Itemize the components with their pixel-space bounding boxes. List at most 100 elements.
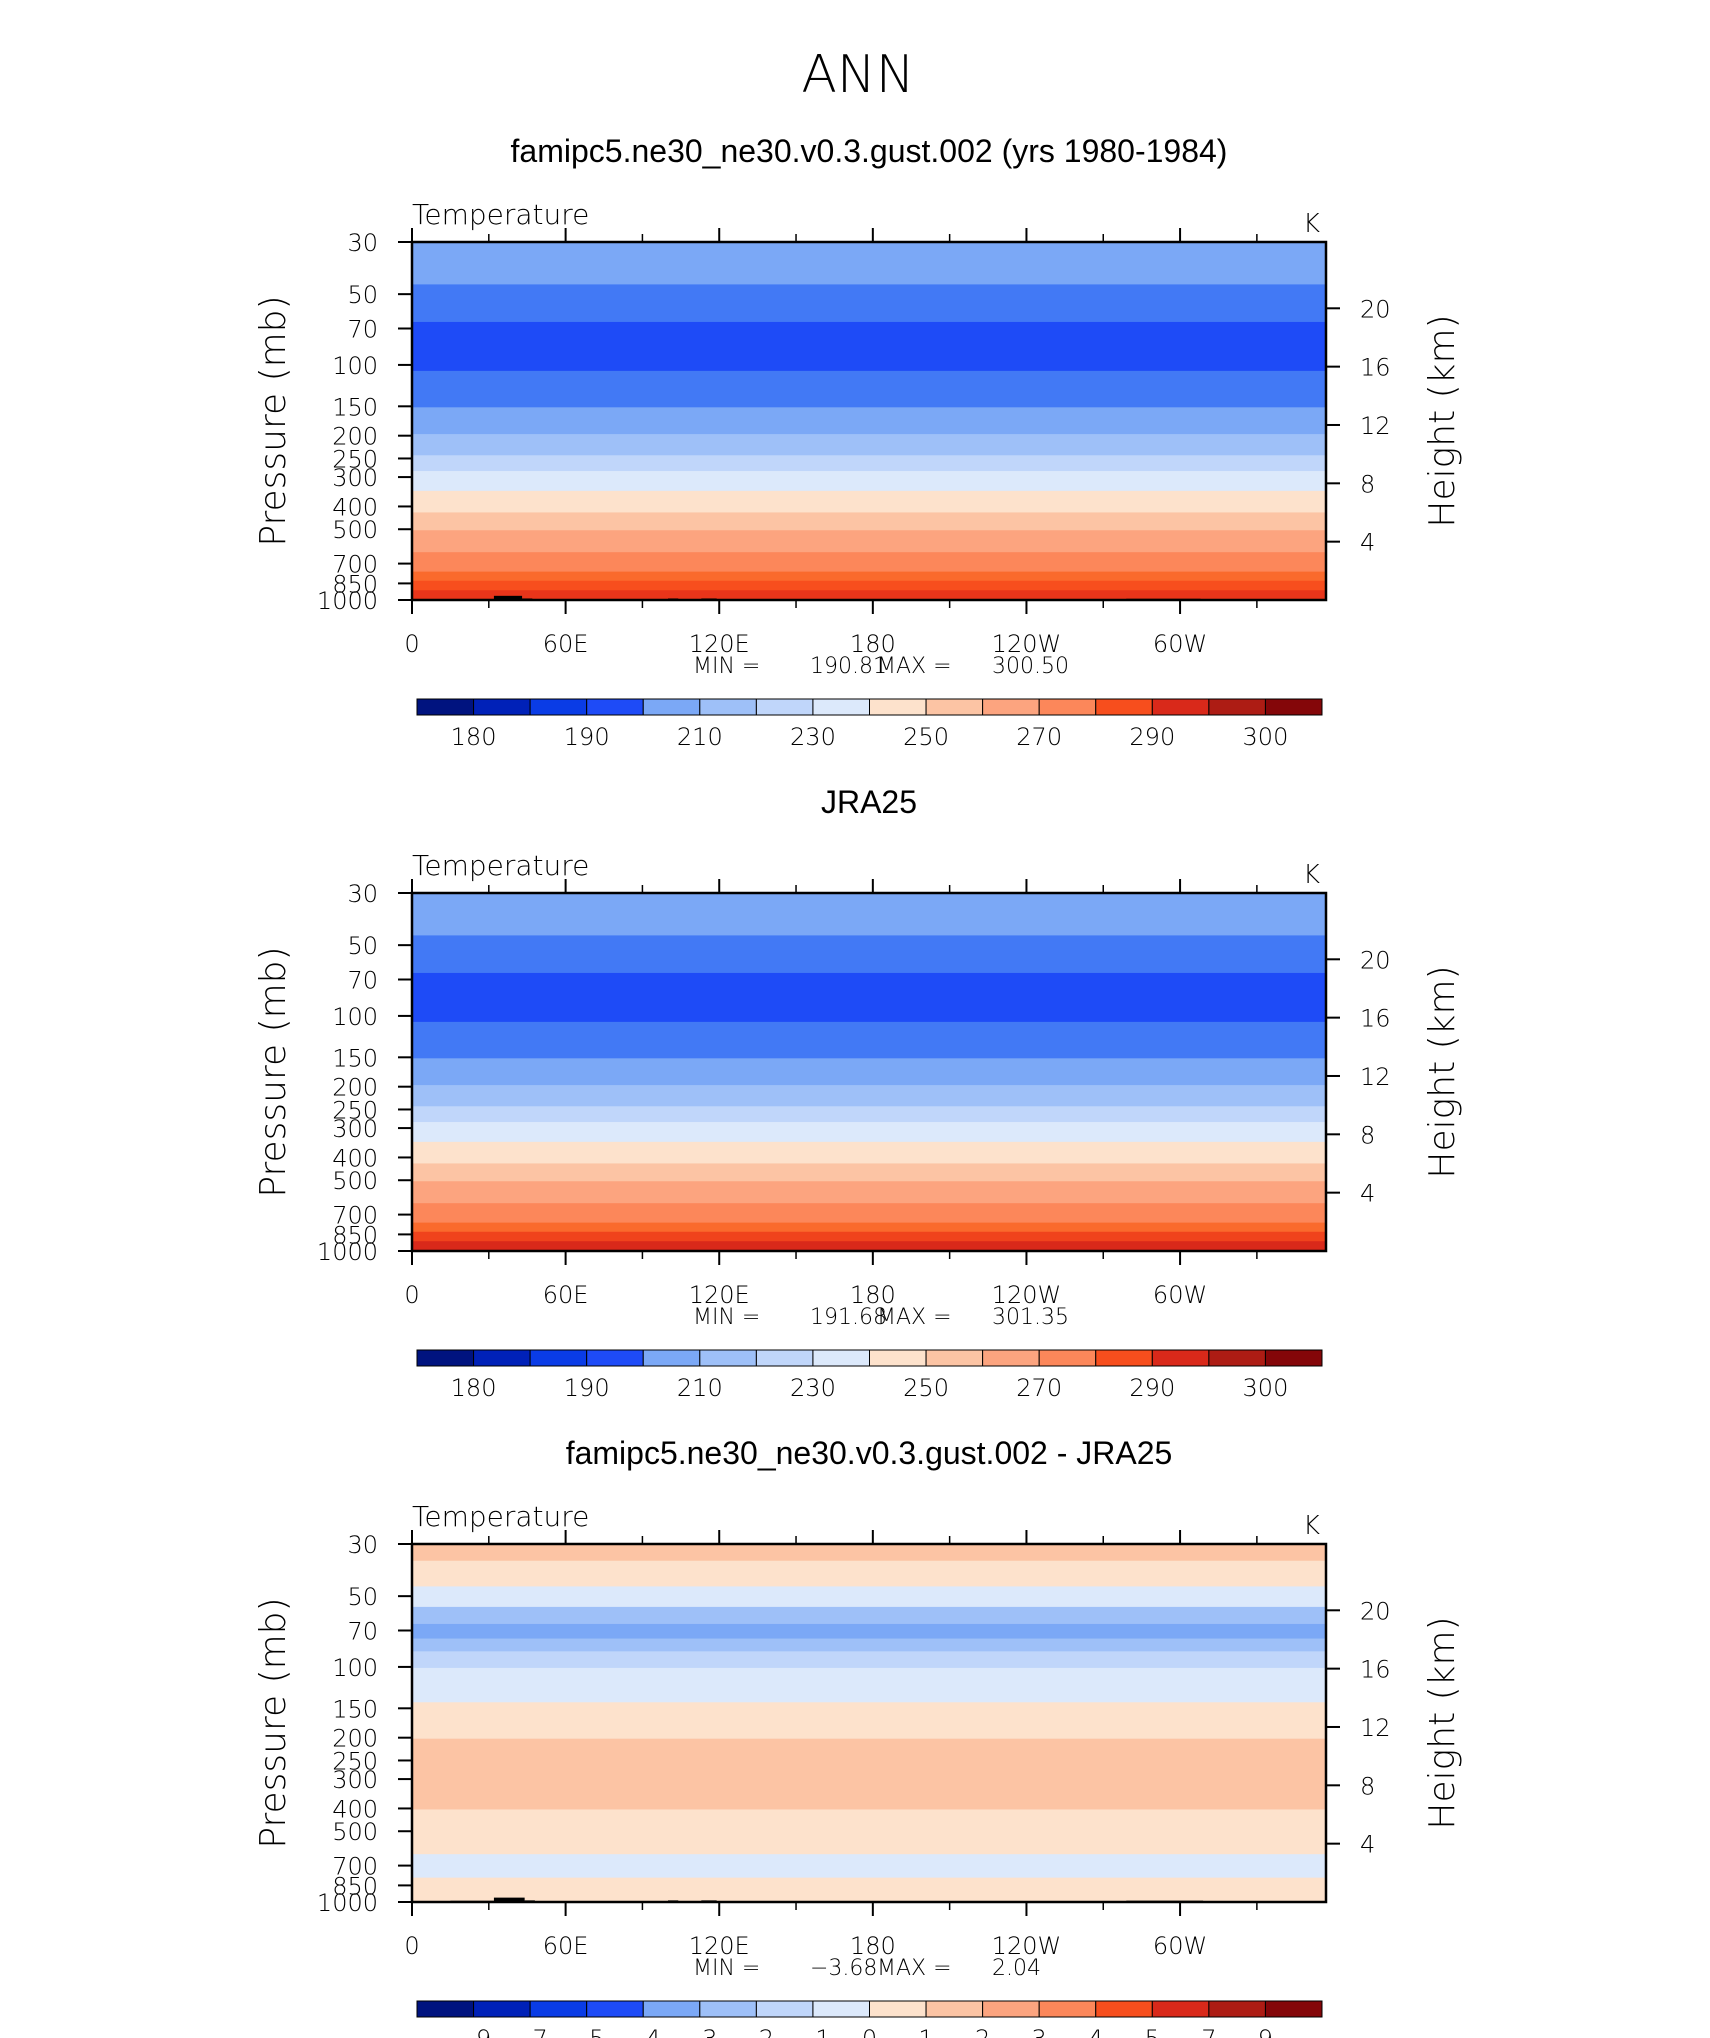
stats-min-value: 191.68 [810,1305,887,1330]
contour-field [412,893,1326,1251]
y-tick-label: 300 [332,1115,378,1143]
colorbar-tick-label: 4 [1088,2025,1103,2038]
contour-band [412,1621,1326,1639]
y2-tick-label: 4 [1360,1831,1375,1859]
contour-band [412,1807,1326,1833]
x-tick-label: 0 [404,1281,419,1309]
y2-tick-label: 12 [1360,1063,1391,1091]
colorbar-box [982,2000,1040,2018]
y-tick-label: 500 [332,1167,378,1195]
topography-block [493,595,523,600]
y-tick-label: 70 [347,967,378,995]
y-tick-label: 250 [332,1747,378,1775]
colorbar-tick-label: 230 [790,723,836,751]
colorbar-tick-label: 3 [1032,2025,1047,2038]
colorbar-box [1264,1349,1323,1367]
colorbar-tick-label: 5 [1145,2025,1160,2038]
y-tick-label: 700 [332,551,378,579]
y2-tick-label: 20 [1360,946,1391,974]
plot-frame [410,891,1328,1253]
stats-min-label: MIN = [693,654,760,679]
y-tick-label: 100 [332,352,378,380]
y-tick-label: 850 [332,570,378,598]
colorbar-box [925,2000,984,2018]
contour-band [412,1736,1326,1781]
plot-frame [410,240,1328,602]
colorbar-box [1095,698,1153,716]
y-tick-label: 100 [332,1003,378,1031]
colorbar-tick-label: 250 [903,723,949,751]
x-tick-label: 60W [1153,1932,1207,1960]
contour-band [412,1056,1326,1086]
contour-band [412,1636,1326,1652]
colorbar-box [869,698,927,716]
y-tick-label: 150 [332,1044,378,1072]
contour-band [412,1220,1326,1232]
contour-band [412,1778,1326,1810]
colorbar-box [755,1349,814,1367]
x-tick-label: 180 [850,1932,896,1960]
colorbar-tick-label: −2 [739,2025,774,2038]
y-tick-label: 50 [347,1583,378,1611]
colorbar-tick-label: 300 [1243,1374,1289,1402]
colorbar-tick-label: 230 [790,1374,836,1402]
contour-band [412,1201,1326,1223]
panels: famipc5.ne30_ne30.v0.3.gust.002 (yrs 198… [253,133,1463,2038]
contour-band [412,578,1326,591]
colorbar-tick-label: −5 [569,2025,604,2038]
contour-band [412,488,1326,513]
x-tick-label: 120E [689,630,750,658]
y2-tick-label: 20 [1360,295,1391,323]
colorbar-tick-label: 290 [1129,723,1175,751]
figure-title: ANN [801,45,914,105]
y2-tick-label: 16 [1360,354,1391,382]
y-tick-label: 300 [332,1766,378,1794]
y-tick-label: 250 [332,1096,378,1124]
y2-tick-label: 8 [1360,1121,1375,1149]
y-tick-label: 200 [332,1725,378,1753]
contour-band [412,242,1326,259]
colorbar-box [586,1349,644,1367]
colorbar-box [1038,2000,1097,2018]
y-tick-label: 250 [332,445,378,473]
colorbar-tick-label: 210 [677,1374,723,1402]
colorbar-box [473,2000,531,2018]
contour-band [412,1139,1326,1164]
stats-max-label: MAX = [877,654,952,679]
contour-band [412,893,1326,910]
x-tick-label: 0 [404,630,419,658]
y-tick-label: 30 [347,880,378,908]
stats-min-value: 190.81 [810,654,887,679]
colorbar-tick-label: 1 [918,2025,933,2038]
y-tick-label: 100 [332,1654,378,1682]
x-tick-label: 120W [992,630,1062,658]
x-tick-label: 60E [543,1932,589,1960]
colorbar-box [416,698,475,716]
colorbar-box [473,698,531,716]
contour-band [412,1665,1326,1703]
colorbar-box [529,2000,588,2018]
y-tick-label: 1000 [317,1238,378,1266]
colorbar-tick-label: 9 [1258,2025,1273,2038]
contour-band [412,1083,1326,1107]
colorbar-box [1095,2000,1153,2018]
y2-tick-label: 20 [1360,1597,1391,1625]
contour-band [412,1229,1326,1242]
colorbar-tick-label: −3 [682,2025,717,2038]
stats-min-label: MIN = [693,1305,760,1330]
contour-field [412,1544,1326,1902]
colorbar-box [1208,1349,1266,1367]
contour-band [412,405,1326,435]
y-tick-label: 400 [332,1795,378,1823]
colorbar-tick-label: 300 [1243,723,1289,751]
contour-band [412,1604,1326,1624]
units-label: K [1303,1511,1320,1541]
contour-band [412,319,1326,371]
colorbar-tick-label: 190 [564,1374,610,1402]
colorbar-box [1151,1349,1210,1367]
y-tick-label: 50 [347,281,378,309]
colorbar-box [1151,2000,1210,2018]
stats-max-label: MAX = [877,1956,952,1981]
contour-band [412,1649,1326,1668]
y-tick-label: 300 [332,464,378,492]
